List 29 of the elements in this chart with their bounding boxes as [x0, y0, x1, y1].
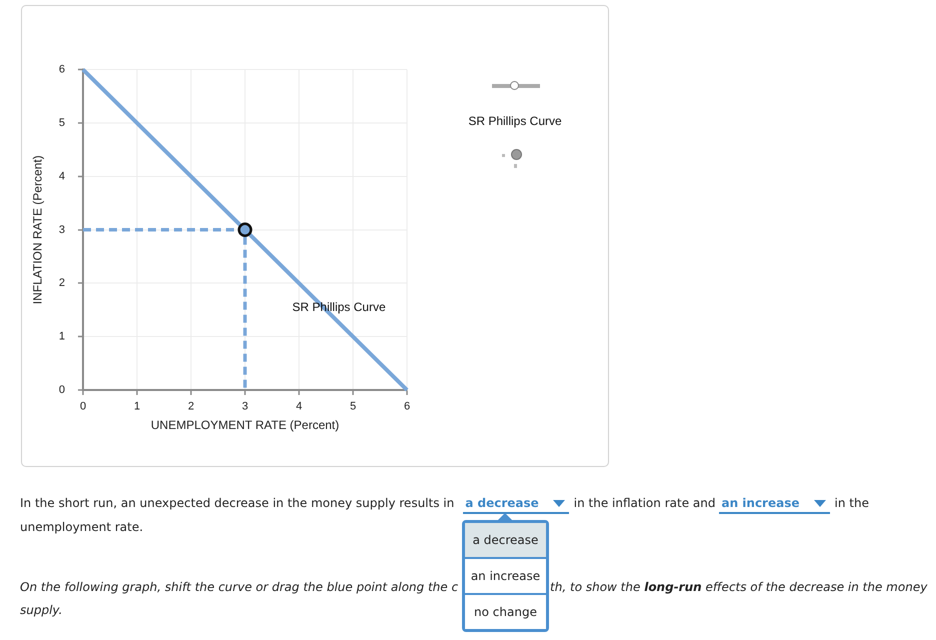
x-tick-label: 4	[296, 400, 302, 413]
x-tick-label: 0	[80, 400, 86, 413]
text: in the inflation rate and	[574, 496, 716, 510]
y-tick-label: 0	[58, 384, 65, 396]
y-tick-label: 1	[58, 330, 65, 343]
text: effects of the decrease in the money	[706, 580, 928, 594]
y-axis-title: INFLATION RATE (Percent)	[30, 155, 45, 304]
text: supply.	[20, 603, 62, 617]
x-tick-label: 5	[350, 400, 356, 413]
text: long-run	[644, 580, 702, 594]
dropdown-field: an increase	[719, 495, 830, 514]
x-tick-label: 6	[404, 400, 410, 413]
x-axis-title: UNEMPLOYMENT RATE (Percent)	[150, 418, 340, 432]
y-tick-label: 5	[58, 117, 65, 130]
dropdown-menu: a decrease an increase no change	[462, 513, 549, 632]
y-tick-label: 3	[58, 224, 65, 236]
y-tick-label: 2	[58, 277, 65, 290]
text: In the short run, an unexpected decrease in the money supply results in	[20, 496, 454, 510]
y-tick-label: 6	[58, 64, 65, 76]
x-tick-label: 1	[134, 400, 140, 413]
text: SR Phillips Curve	[468, 114, 562, 128]
x-tick-label: 3	[242, 400, 248, 413]
dropdown-field: a decrease	[463, 495, 569, 514]
text: th, to show the	[550, 580, 640, 594]
y-tick-label: 4	[58, 170, 65, 182]
x-tick-label: 2	[188, 400, 194, 413]
text: in the	[834, 496, 869, 510]
text: On the following graph, shift the curve or drag the blue point along the c	[20, 580, 458, 594]
text: unemployment rate.	[20, 520, 144, 534]
